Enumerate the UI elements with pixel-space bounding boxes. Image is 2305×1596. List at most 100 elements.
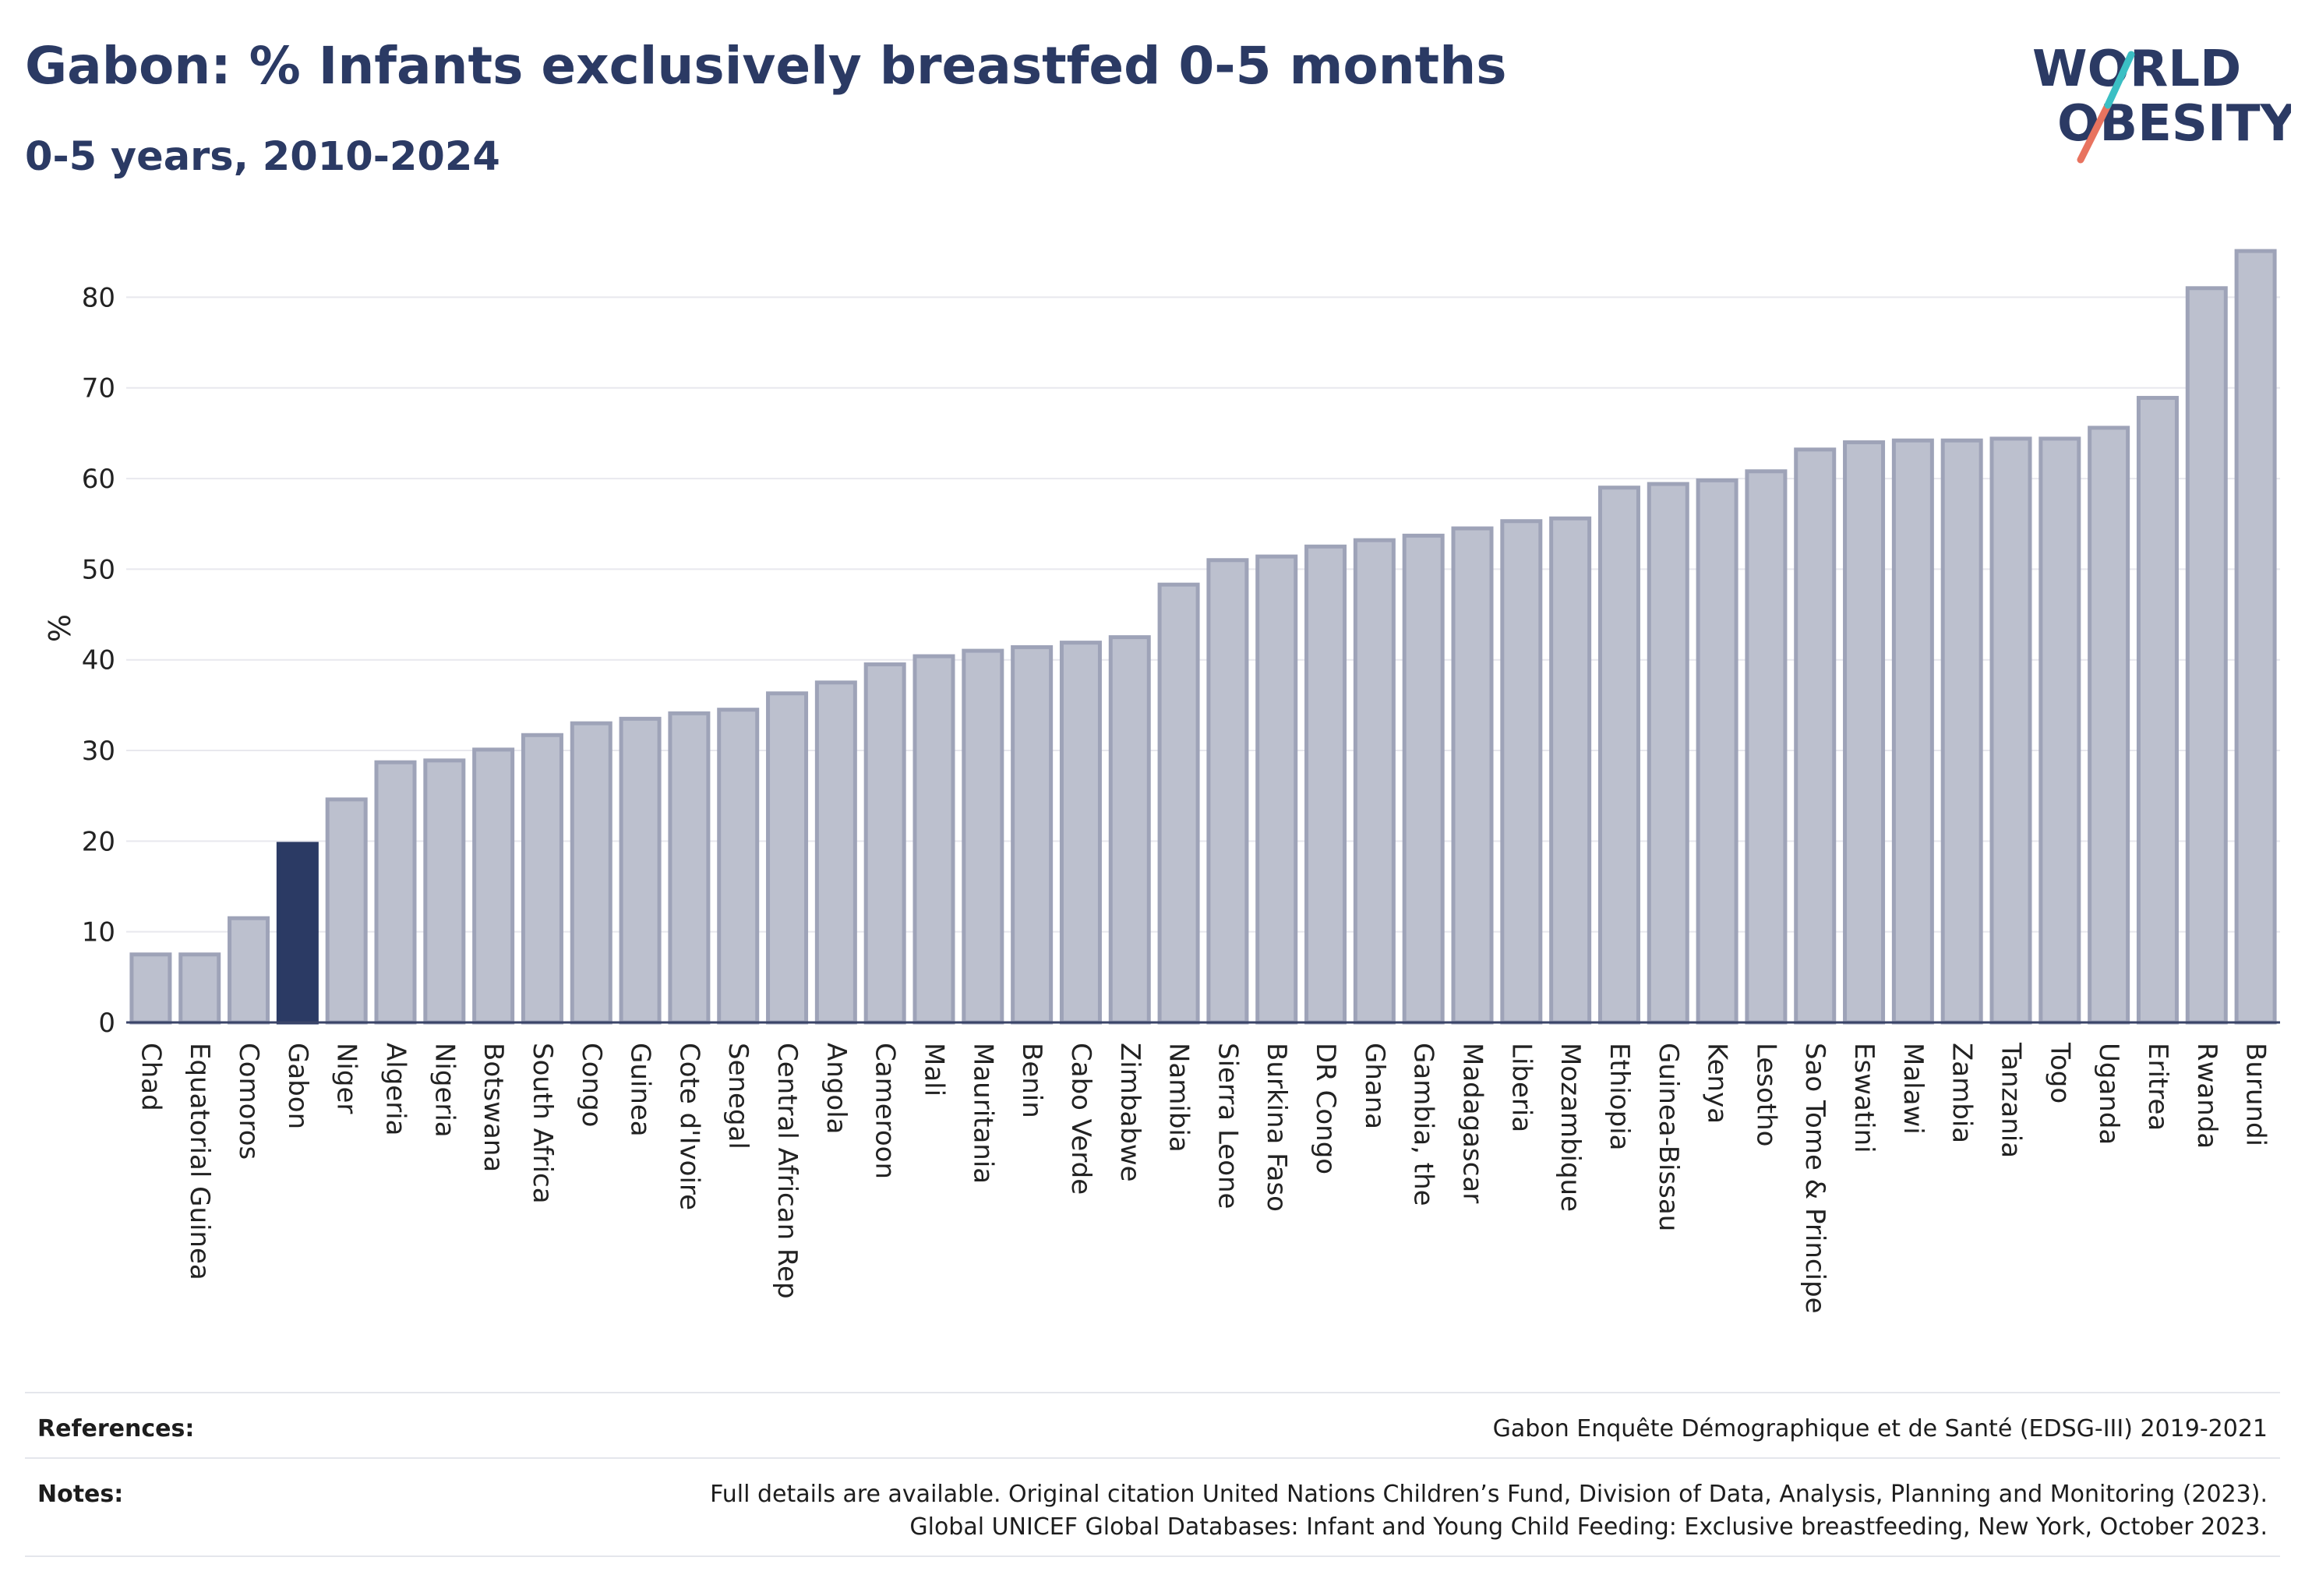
bar xyxy=(1353,538,1396,1025)
notes-line1: Full details are available. Original cit… xyxy=(710,1481,2268,1508)
bar xyxy=(228,916,270,1025)
x-tick-label: Tanzania xyxy=(1996,1042,2027,1158)
bar xyxy=(962,648,1004,1025)
x-tick-label: Burundi xyxy=(2240,1043,2271,1146)
x-tick-label: Zambia xyxy=(1947,1043,1978,1143)
x-tick-label: Kenya xyxy=(1702,1043,1733,1124)
y-tick-label: 80 xyxy=(82,282,115,313)
bar xyxy=(2136,396,2179,1025)
bar xyxy=(863,662,906,1025)
x-tick-label: Ghana xyxy=(1359,1043,1390,1129)
bar xyxy=(766,691,809,1025)
bar xyxy=(472,747,515,1025)
x-tick-label: Benin xyxy=(1016,1043,1047,1118)
x-tick-label: Algeria xyxy=(380,1043,411,1135)
x-tick-label: Botswana xyxy=(478,1043,509,1172)
references-text: Gabon Enquête Démographique et de Santé … xyxy=(1492,1415,2268,1442)
x-tick-label: Comoros xyxy=(233,1043,264,1160)
logo-slash-teal xyxy=(2104,51,2135,109)
bar xyxy=(423,758,466,1025)
x-tick-label: Lesotho xyxy=(1750,1043,1781,1146)
x-tick-label: Eritrea xyxy=(2142,1043,2173,1131)
bar xyxy=(1647,482,1689,1025)
x-tick-label: Mauritania xyxy=(967,1043,998,1184)
x-tick-label: Uganda xyxy=(2093,1043,2124,1145)
y-tick-label: 40 xyxy=(82,645,115,676)
bar xyxy=(1255,554,1298,1025)
bar xyxy=(668,711,711,1025)
bar xyxy=(521,733,563,1025)
bar xyxy=(1549,516,1592,1025)
bar xyxy=(570,721,612,1025)
bar-chart: 0 10 20 30 40 50 60 70 80% Chad Equatorial Guinea C… xyxy=(41,249,2280,1314)
bar xyxy=(619,716,662,1025)
x-tick-label: Mozambique xyxy=(1555,1043,1586,1212)
bar xyxy=(2234,249,2277,1025)
x-tick-label: Eswatini xyxy=(1848,1043,1880,1153)
y-tick-label: 50 xyxy=(82,554,115,585)
x-tick-label: Burkina Faso xyxy=(1261,1043,1292,1212)
x-tick-label: Cote d'Ivoire xyxy=(673,1043,704,1210)
bar xyxy=(1451,526,1494,1025)
y-tick-label: 70 xyxy=(82,373,115,404)
bar xyxy=(1108,635,1151,1025)
x-tick-label: Niger xyxy=(331,1043,362,1114)
x-tick-label: Senegal xyxy=(722,1043,754,1149)
x-tick-label: Guinea xyxy=(625,1043,656,1137)
bar xyxy=(1059,641,1102,1025)
divider-middle xyxy=(25,1457,2280,1459)
x-tick-label: South Africa xyxy=(527,1043,558,1204)
x-tick-label: Gabon xyxy=(282,1043,313,1129)
y-tick-label: 0 xyxy=(98,1008,115,1039)
y-tick-label: 10 xyxy=(82,917,115,948)
x-tick-label: Sao Tome & Principe xyxy=(1799,1043,1830,1314)
chart-subtitle: 0-5 years, 2010-2024 xyxy=(25,134,500,180)
notes-line2: Global UNICEF Global Databases: Infant a… xyxy=(909,1513,2268,1541)
bar xyxy=(178,952,221,1025)
bar xyxy=(1597,486,1640,1025)
bar xyxy=(1402,533,1445,1025)
bar xyxy=(1500,519,1543,1025)
x-tick-label: Zimbabwe xyxy=(1114,1043,1145,1182)
x-tick-label: Gambia, the xyxy=(1408,1043,1439,1206)
x-tick-label: Nigeria xyxy=(429,1043,460,1138)
y-tick-label: 20 xyxy=(82,826,115,857)
logo-line1: WORLD xyxy=(2032,41,2241,98)
bar xyxy=(2185,286,2228,1025)
x-tick-label: Malawi xyxy=(1897,1043,1929,1135)
x-tick-label: Ethiopia xyxy=(1604,1043,1635,1150)
x-tick-label: Cameroon xyxy=(870,1043,901,1179)
bar xyxy=(1157,582,1200,1025)
bar-highlight xyxy=(276,842,319,1025)
bar xyxy=(814,680,857,1025)
bar xyxy=(2038,436,2081,1025)
bar xyxy=(717,708,760,1025)
bar xyxy=(1891,438,1934,1025)
bar xyxy=(1304,544,1347,1025)
x-tick-label: Liberia xyxy=(1505,1043,1537,1132)
x-tick-label: Mali xyxy=(919,1043,950,1096)
bar xyxy=(1206,558,1249,1025)
logo-slash-coral xyxy=(2077,101,2112,164)
notes-label: Notes: xyxy=(37,1481,124,1508)
bar xyxy=(2088,425,2130,1025)
divider-top xyxy=(25,1392,2280,1393)
bar xyxy=(1696,478,1738,1025)
divider-bottom xyxy=(25,1555,2280,1557)
x-tick-label: Central African Rep xyxy=(771,1043,803,1299)
bar xyxy=(1011,644,1054,1025)
x-tick-label: Congo xyxy=(576,1043,607,1127)
x-tick-label: Guinea-Bissau xyxy=(1653,1043,1684,1231)
world-obesity-logo: WORLD OBESITY xyxy=(2032,41,2291,164)
x-tick-label: DR Congo xyxy=(1310,1043,1341,1174)
x-tick-label: Madagascar xyxy=(1457,1043,1488,1203)
x-tick-label: Togo xyxy=(2044,1042,2075,1103)
y-tick-label: 30 xyxy=(82,736,115,767)
references-label: References: xyxy=(37,1415,195,1442)
bar xyxy=(1794,447,1837,1025)
bar xyxy=(1745,469,1788,1025)
bar xyxy=(1843,440,1886,1025)
chart-title: Gabon: % Infants exclusively breastfed 0… xyxy=(25,36,1507,96)
bar xyxy=(1940,438,1983,1025)
bar xyxy=(129,952,172,1025)
